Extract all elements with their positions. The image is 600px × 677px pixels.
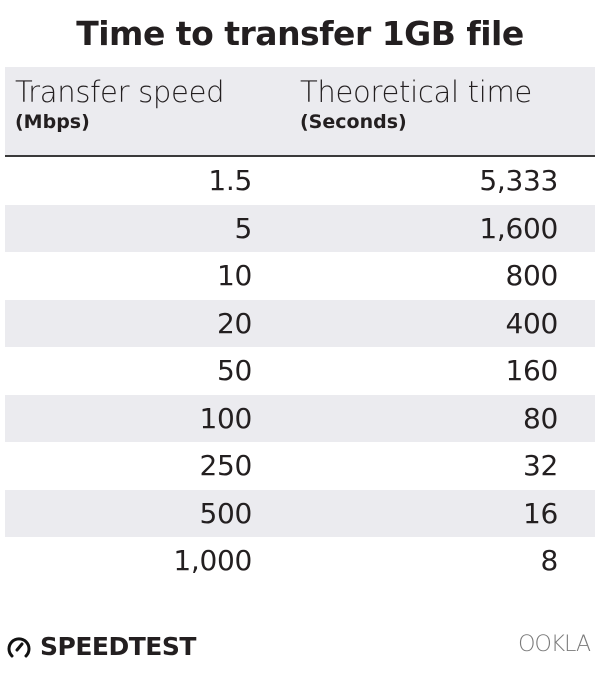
speed-cell: 20 <box>216 306 252 340</box>
header-theoretical-time: Theoretical time (Seconds) <box>300 75 532 135</box>
time-cell: 1,600 <box>479 211 558 245</box>
table-header: Transfer speed (Mbps) Theoretical time (… <box>5 67 595 157</box>
speed-cell: 250 <box>199 449 252 482</box>
time-cell: 32 <box>522 449 558 482</box>
speedometer-icon <box>7 636 31 657</box>
table-row: 1,000 8 <box>5 537 595 585</box>
ookla-logo: OOKLA <box>518 632 591 657</box>
time-cell: 8 <box>540 544 558 577</box>
table-row: 100 80 <box>5 394 595 442</box>
speed-cell: 50 <box>216 354 252 387</box>
speed-cell: 500 <box>199 496 252 530</box>
footer: SPEEDTEST OOKLA <box>6 628 594 664</box>
time-cell: 16 <box>522 496 558 530</box>
table-row: 250 32 <box>5 442 595 490</box>
time-cell: 5,333 <box>479 164 558 197</box>
header-unit: (Seconds) <box>300 111 407 133</box>
table-row: 20 400 <box>5 299 595 347</box>
speed-cell: 100 <box>199 401 252 435</box>
time-cell: 800 <box>505 259 558 292</box>
table-row: 1.5 5,333 <box>5 157 595 205</box>
speedtest-logo: SPEEDTEST <box>6 632 196 661</box>
header-unit: (Mbps) <box>15 111 90 133</box>
header-transfer-speed: Transfer speed (Mbps) <box>15 75 225 135</box>
speedtest-wordmark: SPEEDTEST <box>40 632 196 661</box>
time-cell: 400 <box>505 306 558 340</box>
time-cell: 80 <box>522 401 558 435</box>
table-row: 500 16 <box>5 489 595 537</box>
table-row: 10 800 <box>5 252 595 300</box>
header-label: Transfer speed <box>15 75 225 109</box>
table-row: 50 160 <box>5 347 595 395</box>
speed-cell: 1.5 <box>208 164 252 197</box>
speed-cell: 10 <box>216 259 252 292</box>
time-cell: 160 <box>505 354 558 387</box>
speed-cell: 5 <box>234 211 252 245</box>
transfer-time-table: Transfer speed (Mbps) Theoretical time (… <box>5 67 595 585</box>
header-label: Theoretical time <box>300 75 532 109</box>
speed-cell: 1,000 <box>173 544 252 577</box>
table-row: 5 1,600 <box>5 204 595 252</box>
page-title: Time to transfer 1GB file <box>76 14 524 53</box>
table-body: 1.5 5,333 5 1,600 10 800 20 400 50 160 100 80 250 32 5… <box>5 157 595 585</box>
